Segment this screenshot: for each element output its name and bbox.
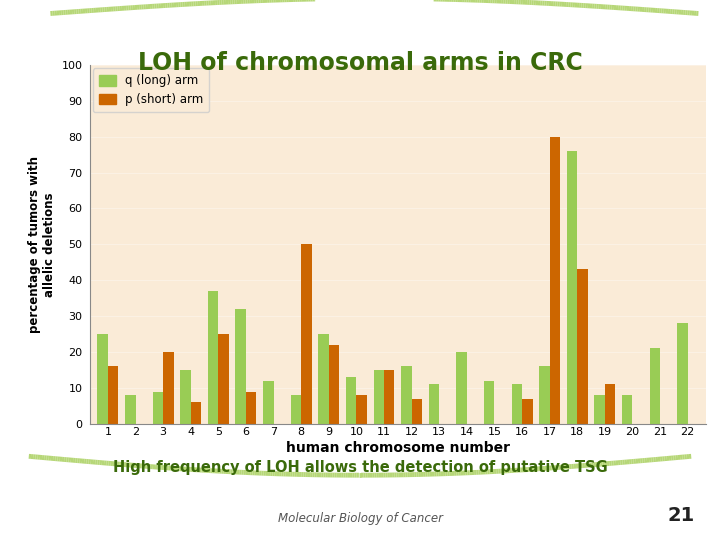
Bar bbox=[246, 392, 256, 424]
Bar bbox=[301, 244, 312, 424]
Bar bbox=[356, 395, 367, 424]
X-axis label: human chromosome number: human chromosome number bbox=[286, 441, 510, 455]
Bar bbox=[412, 399, 422, 424]
Bar bbox=[263, 381, 274, 424]
Bar bbox=[605, 384, 616, 424]
Bar bbox=[428, 384, 439, 424]
Bar bbox=[97, 334, 108, 424]
Bar bbox=[577, 269, 588, 424]
Text: Molecular Biology of Cancer: Molecular Biology of Cancer bbox=[277, 512, 443, 525]
Bar bbox=[191, 402, 202, 424]
Bar bbox=[235, 309, 246, 424]
Bar bbox=[329, 345, 339, 424]
Text: 21: 21 bbox=[667, 506, 695, 525]
Bar bbox=[594, 395, 605, 424]
Bar bbox=[484, 381, 495, 424]
Bar bbox=[108, 367, 118, 424]
Bar bbox=[208, 291, 218, 424]
Bar bbox=[567, 151, 577, 424]
Bar bbox=[346, 377, 356, 424]
Bar bbox=[401, 367, 412, 424]
Y-axis label: percentage of tumors with
allelic deletions: percentage of tumors with allelic deleti… bbox=[28, 156, 56, 333]
Bar bbox=[511, 384, 522, 424]
Bar bbox=[374, 370, 384, 424]
Text: LOH of chromosomal arms in CRC: LOH of chromosomal arms in CRC bbox=[138, 51, 582, 75]
Bar bbox=[125, 395, 135, 424]
Legend: q (long) arm, p (short) arm: q (long) arm, p (short) arm bbox=[93, 69, 209, 112]
Bar bbox=[318, 334, 329, 424]
Text: High frequency of LOH allows the detection of putative TSG: High frequency of LOH allows the detecti… bbox=[112, 460, 608, 475]
Bar bbox=[163, 352, 174, 424]
Bar bbox=[522, 399, 533, 424]
Bar bbox=[384, 370, 395, 424]
Bar bbox=[622, 395, 632, 424]
Bar bbox=[456, 352, 467, 424]
Bar bbox=[549, 137, 560, 424]
Bar bbox=[678, 323, 688, 424]
Bar bbox=[291, 395, 301, 424]
Bar bbox=[153, 392, 163, 424]
Bar bbox=[539, 367, 549, 424]
Bar bbox=[649, 348, 660, 424]
Bar bbox=[218, 334, 229, 424]
Bar bbox=[180, 370, 191, 424]
